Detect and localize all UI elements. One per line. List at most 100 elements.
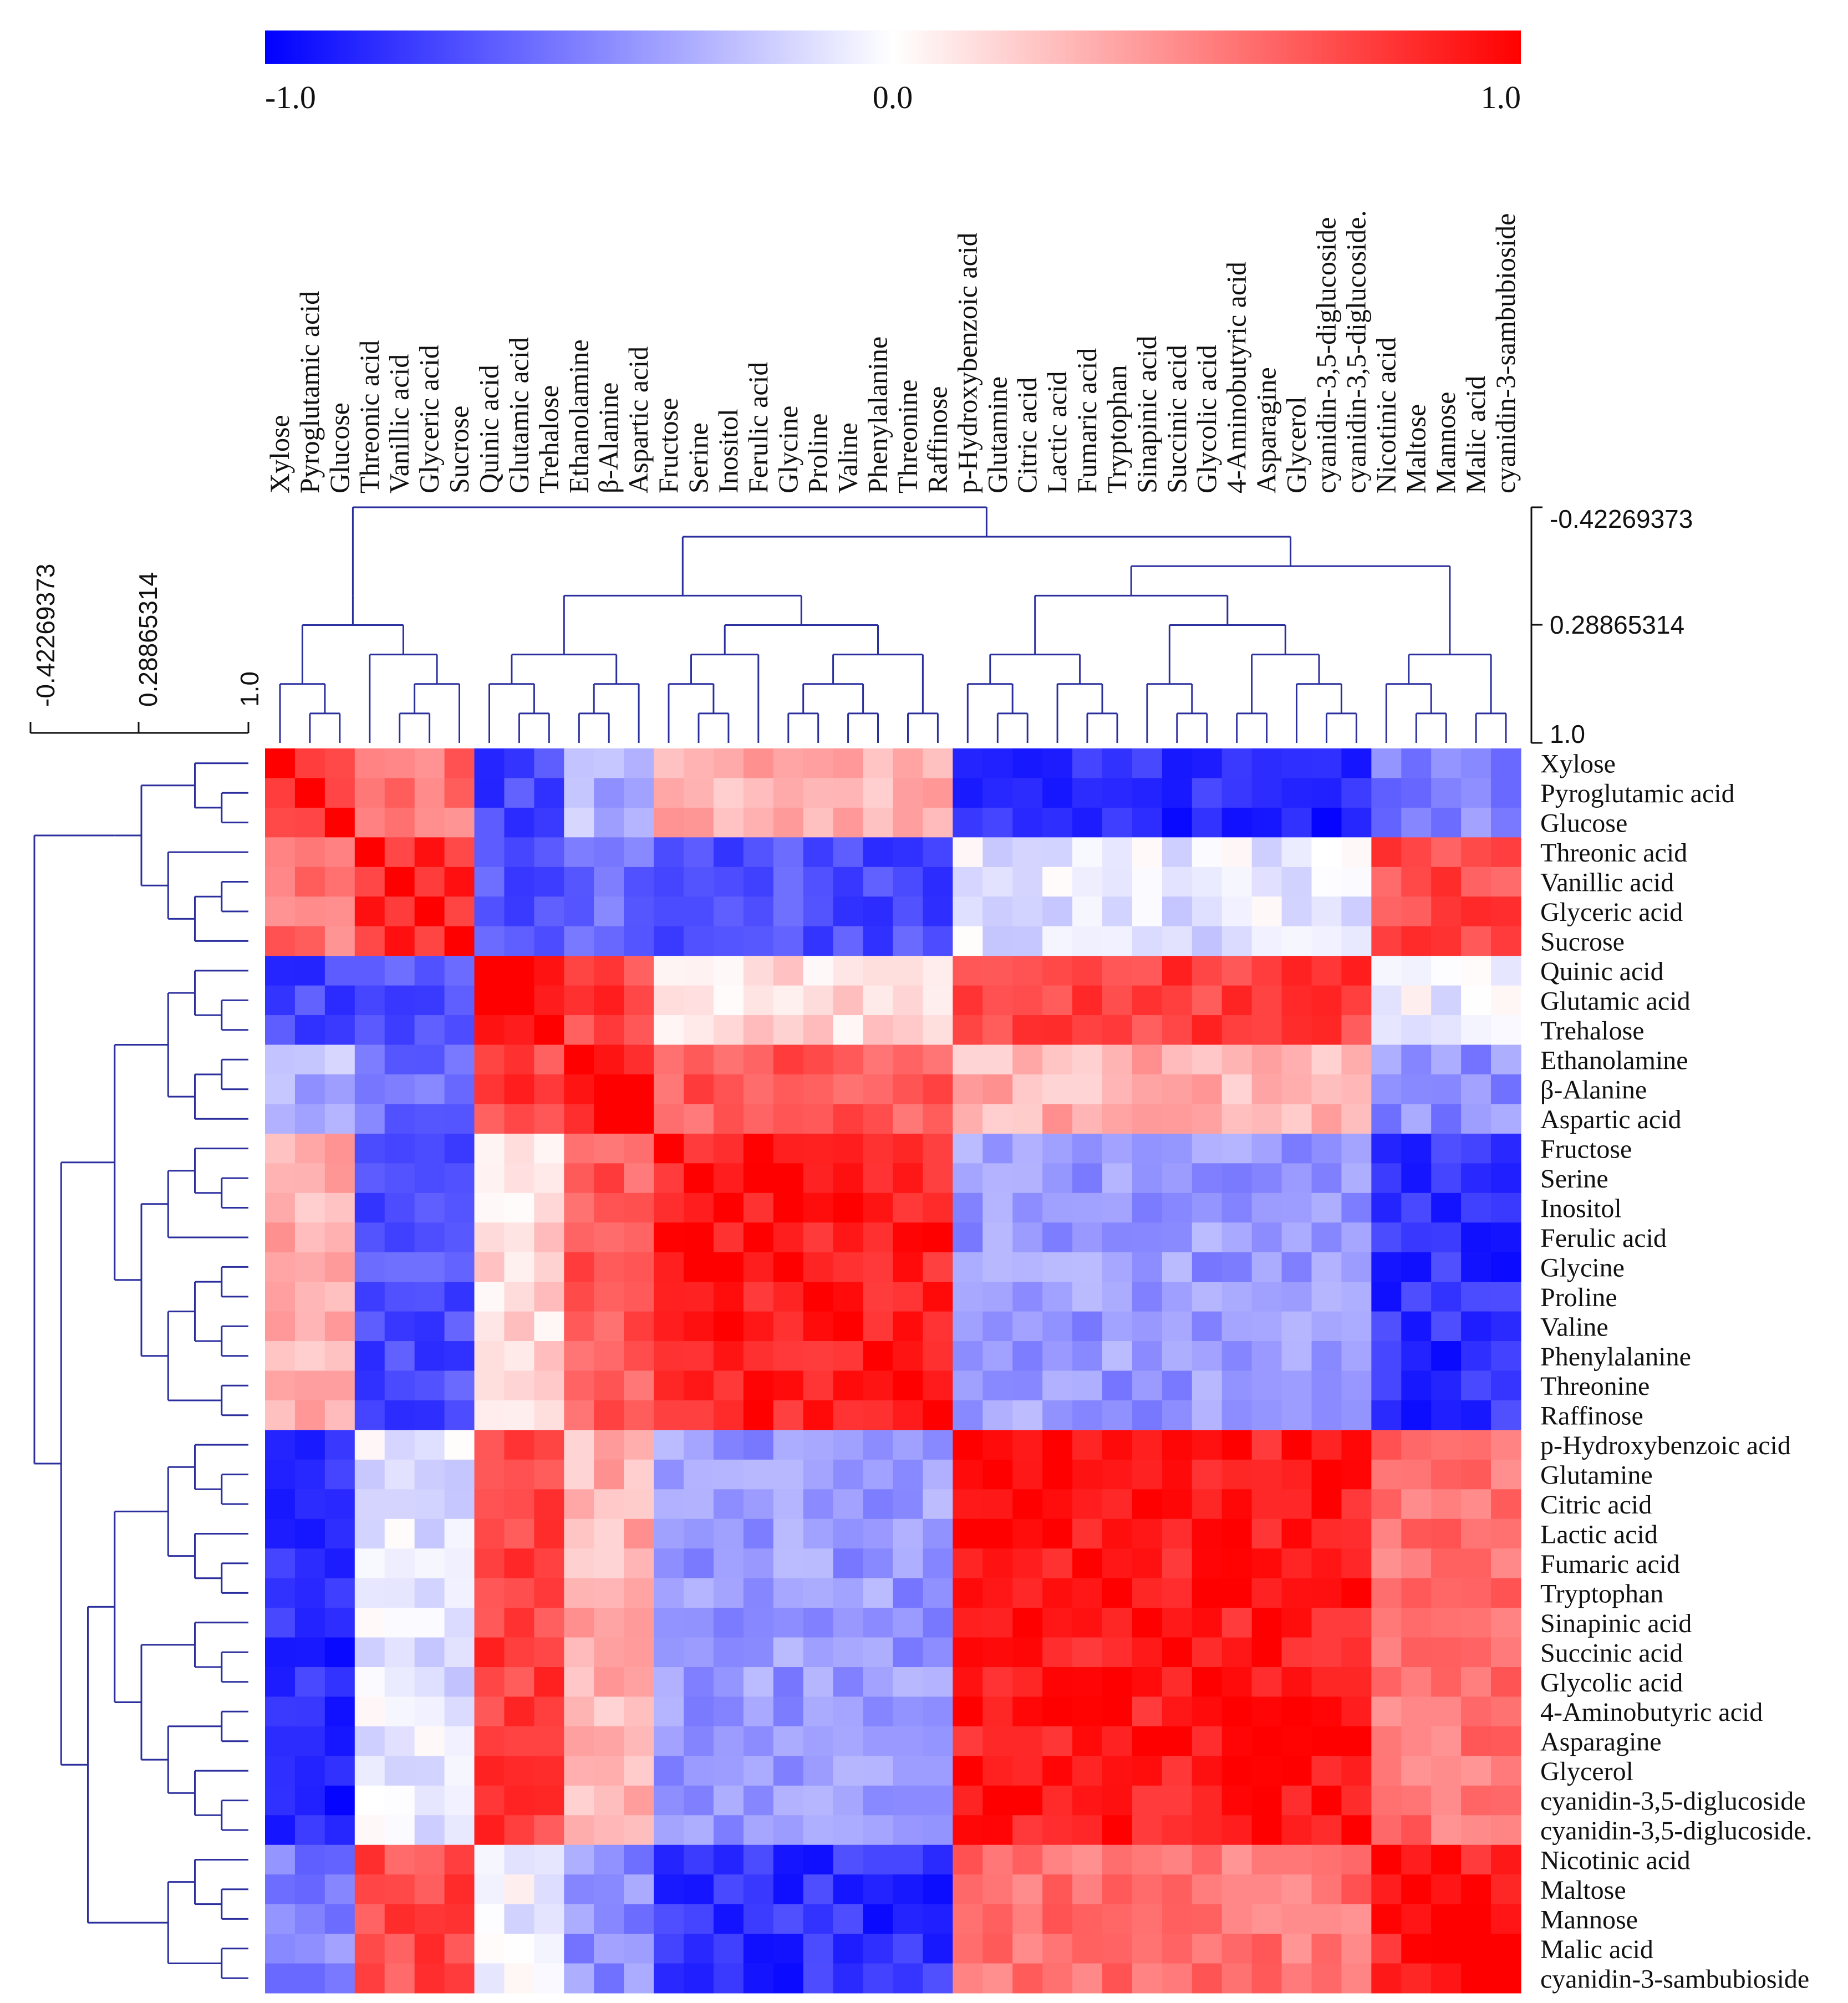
heatmap-cell xyxy=(294,1104,325,1134)
heatmap-cell xyxy=(773,1874,804,1905)
heatmap-cell xyxy=(594,926,624,956)
row-dendrogram xyxy=(33,762,248,1979)
heatmap-cell xyxy=(265,1815,296,1846)
heatmap-cell xyxy=(624,837,654,868)
heatmap-cell xyxy=(1221,1518,1253,1549)
heatmap-cell xyxy=(1341,1074,1372,1105)
heatmap-cell xyxy=(294,1578,325,1608)
heatmap-cell xyxy=(324,1696,355,1727)
heatmap-cell xyxy=(1102,1222,1133,1253)
heatmap-cell xyxy=(1221,1400,1253,1430)
heatmap-cell xyxy=(534,985,564,1016)
heatmap-cell xyxy=(1042,1696,1073,1727)
heatmap-cell xyxy=(684,1904,714,1934)
heatmap-cell xyxy=(1102,1637,1133,1668)
heatmap-cell xyxy=(1102,1726,1133,1756)
heatmap-cell xyxy=(1281,1904,1312,1934)
heatmap-cell xyxy=(294,1400,325,1430)
heatmap-cell xyxy=(474,1104,505,1134)
heatmap-cell xyxy=(1431,1133,1462,1164)
heatmap-cell xyxy=(893,1459,924,1490)
heatmap-cell xyxy=(1341,1637,1372,1668)
heatmap-cell xyxy=(1491,1756,1521,1786)
heatmap-cell xyxy=(384,1311,415,1342)
heatmap-cell xyxy=(354,1696,385,1727)
column-label: Raffinose xyxy=(922,386,953,493)
heatmap-cell xyxy=(1401,1608,1432,1638)
heatmap-cell xyxy=(1371,1963,1402,1994)
heatmap-cell xyxy=(743,1370,774,1401)
heatmap-cell xyxy=(1221,1637,1253,1668)
heatmap-cell xyxy=(265,778,296,808)
heatmap-cell xyxy=(1072,1074,1103,1105)
heatmap-cell xyxy=(414,1696,445,1727)
heatmap-cell xyxy=(1162,1608,1193,1638)
heatmap-cell xyxy=(384,1133,415,1164)
heatmap-cell xyxy=(803,1637,834,1668)
heatmap-cell xyxy=(1162,778,1193,808)
heatmap-cell xyxy=(1042,1578,1073,1608)
heatmap-cell xyxy=(1042,1518,1073,1549)
heatmap-cell xyxy=(923,956,953,986)
heatmap-cell xyxy=(444,1667,475,1698)
heatmap-cell xyxy=(1371,1844,1402,1875)
heatmap-cell xyxy=(1012,1459,1043,1490)
heatmap-cell xyxy=(594,1963,624,1994)
heatmap-cell xyxy=(265,1696,296,1727)
heatmap-cell xyxy=(504,1874,534,1905)
heatmap-cell xyxy=(594,1015,624,1046)
heatmap-cell xyxy=(713,1459,744,1490)
heatmap-cell xyxy=(982,1192,1013,1223)
heatmap-cell xyxy=(624,1844,654,1875)
heatmap-cell xyxy=(863,1548,894,1579)
column-label: cyanidin-3-sambubioside xyxy=(1490,213,1521,493)
heatmap-cell xyxy=(893,1608,924,1638)
heatmap-cell xyxy=(594,1608,624,1638)
heatmap-cell xyxy=(354,1044,385,1075)
heatmap-cell xyxy=(1281,748,1312,779)
heatmap-cell xyxy=(1012,1934,1043,1964)
heatmap-cell xyxy=(384,1163,415,1194)
heatmap-cell xyxy=(1042,1341,1073,1372)
heatmap-cell xyxy=(654,1074,684,1105)
heatmap-cell xyxy=(414,1015,445,1046)
heatmap-cell xyxy=(414,1963,445,1994)
heatmap-cell xyxy=(1281,1311,1312,1342)
heatmap-cell xyxy=(564,807,594,838)
heatmap-cell xyxy=(713,837,744,868)
heatmap-cell xyxy=(504,1430,534,1460)
heatmap-cell xyxy=(265,1015,296,1046)
heatmap-cell xyxy=(1491,896,1521,927)
heatmap-cell xyxy=(1102,1252,1133,1282)
heatmap-cell xyxy=(1341,1459,1372,1490)
heatmap-cell xyxy=(444,1785,475,1816)
heatmap-cell xyxy=(1461,1222,1491,1253)
heatmap-cell xyxy=(1192,748,1223,779)
heatmap-cell xyxy=(953,1252,983,1282)
heatmap-cell xyxy=(833,1489,864,1520)
heatmap-cell xyxy=(1311,1430,1342,1460)
heatmap-cell xyxy=(1251,1430,1282,1460)
heatmap-cell xyxy=(594,1756,624,1786)
heatmap-cell xyxy=(803,1815,834,1846)
heatmap-cell xyxy=(863,1044,894,1075)
heatmap-cell xyxy=(1431,985,1462,1016)
heatmap-cell xyxy=(1042,1785,1073,1816)
heatmap-cell xyxy=(324,985,355,1016)
heatmap-cell xyxy=(354,1192,385,1223)
heatmap-cell xyxy=(803,778,834,808)
heatmap-cell xyxy=(1162,1282,1193,1312)
heatmap-cell xyxy=(324,1459,355,1490)
heatmap-cell xyxy=(953,1756,983,1786)
heatmap-cell xyxy=(654,1252,684,1282)
heatmap-cell xyxy=(863,1637,894,1668)
heatmap-cell xyxy=(594,1222,624,1253)
heatmap-cell xyxy=(773,1785,804,1816)
heatmap-cell xyxy=(893,1104,924,1134)
heatmap-cell xyxy=(803,807,834,838)
heatmap-cell xyxy=(1341,1430,1372,1460)
heatmap-cell xyxy=(1401,1163,1432,1194)
heatmap-cell xyxy=(1162,896,1193,927)
heatmap-cell xyxy=(624,1904,654,1934)
